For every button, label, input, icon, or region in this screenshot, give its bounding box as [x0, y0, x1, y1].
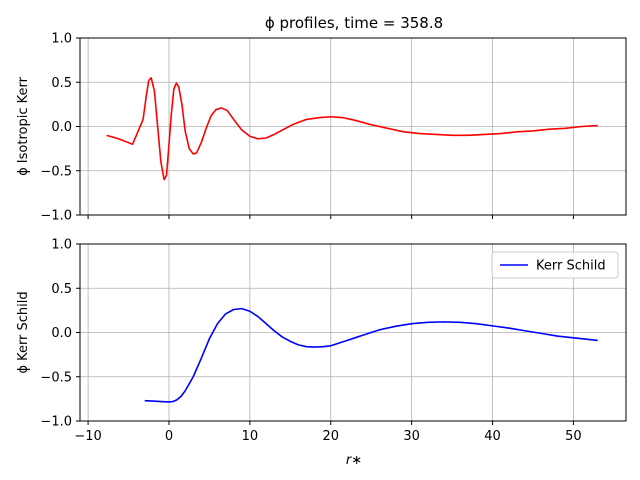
- y-tick-label: 0.0: [51, 326, 72, 341]
- panel-top: −1.0 −0.5 0.0 0.5 1.0 ϕ Isotropic Kerr: [16, 32, 627, 224]
- y-axis-label: ϕ Kerr Schild: [16, 291, 31, 373]
- x-tick-label: 30: [403, 429, 420, 444]
- series-line-kerr-schild: [144, 307, 598, 403]
- y-tick-label: 0.5: [51, 76, 72, 91]
- y-tick-label: 0.0: [51, 120, 72, 135]
- y-axis-label: ϕ Isotropic Kerr: [16, 76, 31, 176]
- x-tick-label: 50: [565, 429, 582, 444]
- x-axis-label: r∗: [346, 453, 362, 468]
- y-tick-label: 1.0: [51, 32, 72, 47]
- y-tick-label: −0.5: [40, 164, 72, 179]
- x-tick-label: 40: [484, 429, 501, 444]
- y-tick-label: 0.5: [51, 282, 72, 297]
- legend-label: Kerr Schild: [536, 259, 606, 274]
- y-tick-label: −0.5: [40, 370, 72, 385]
- x-tick-label: −10: [74, 429, 101, 444]
- chart-title: ϕ profiles, time = 358.8: [265, 14, 443, 32]
- y-tick-label: −1.0: [40, 415, 72, 430]
- y-tick-label: −1.0: [40, 209, 72, 224]
- legend: Kerr Schild: [491, 251, 619, 279]
- x-tick-label: 10: [242, 429, 259, 444]
- x-tick-label: 20: [322, 429, 339, 444]
- legend-box: [491, 251, 619, 279]
- series-line-0: [106, 77, 598, 181]
- x-tick-label: 0: [165, 429, 173, 444]
- y-tick-label: 1.0: [51, 238, 72, 253]
- panel-bottom: −10 0 10 20 30 40 50 −1.0 −0.5 0.0 0.5 1.0 ϕ Kerr Sc…: [16, 238, 627, 444]
